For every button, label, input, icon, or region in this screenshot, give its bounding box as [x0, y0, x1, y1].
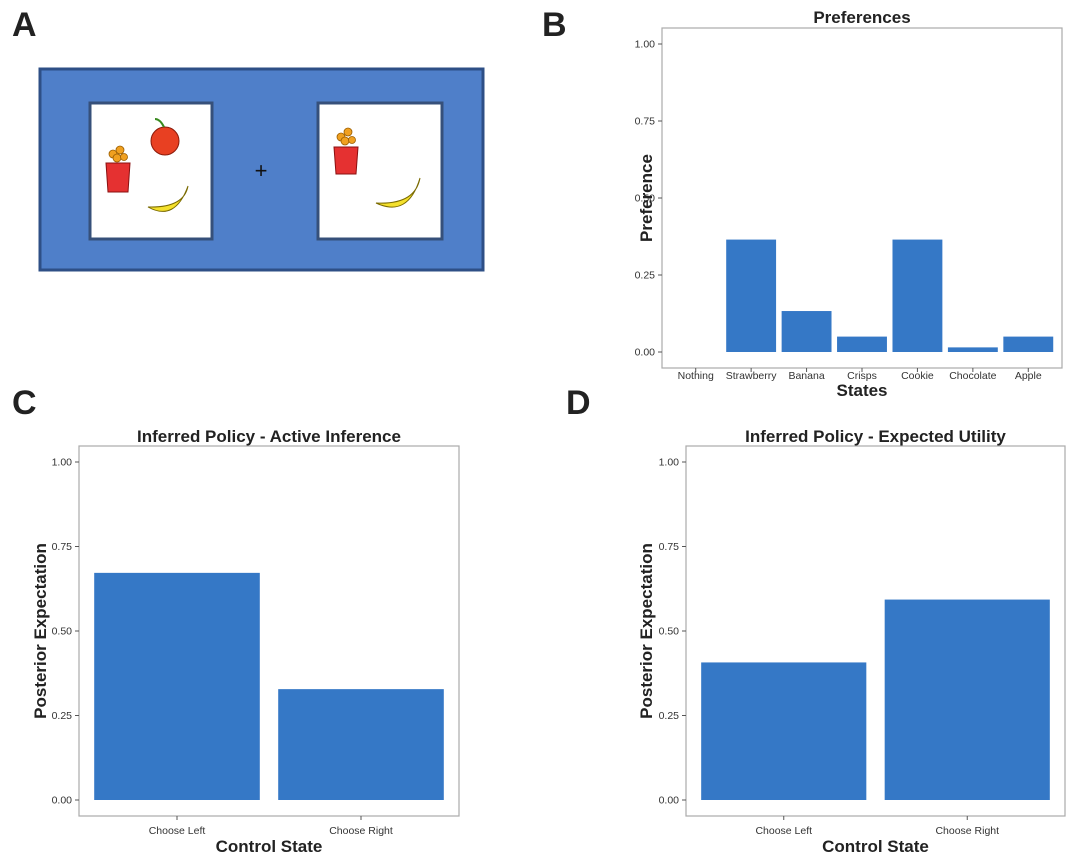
y-tick-label: 1.00 [635, 39, 656, 51]
bar-cookie [892, 239, 943, 352]
y-tick-label: 1.00 [659, 457, 680, 469]
bar-choose-left [94, 572, 260, 800]
y-tick-label: 1.00 [52, 457, 73, 469]
bar-choose-right [278, 689, 444, 800]
bar-chocolate [947, 347, 998, 352]
y-tick-label: 0.75 [52, 541, 73, 553]
y-tick-label: 0.50 [52, 626, 73, 638]
chart-title: Inferred Policy - Expected Utility [745, 427, 1006, 446]
bar-choose-left [701, 662, 867, 800]
panel-label-a: A [12, 6, 37, 44]
y-axis-title: Posterior Expectation [31, 543, 50, 719]
y-tick-label: 0.25 [635, 270, 656, 282]
x-axis-title: Control State [822, 837, 929, 854]
y-axis-title: Posterior Expectation [637, 543, 656, 719]
chart-title: Inferred Policy - Active Inference [137, 427, 401, 446]
x-tick-label: Choose Left [149, 825, 206, 837]
x-tick-label: Choose Left [755, 825, 812, 837]
y-axis-title: Preference [637, 154, 656, 242]
y-tick-label: 0.25 [52, 710, 73, 722]
expected_utility-plot: Inferred Policy - Expected Utility 0.00 0.… [637, 427, 1066, 854]
panel-label-c: C [12, 384, 37, 422]
y-tick-label: 0.50 [659, 626, 680, 638]
bar-choose-right [884, 599, 1050, 800]
preferences-plot: Preferences 0.00 0.25 0.50 0.75 1.00 Nothing St… [635, 8, 1063, 400]
bar-crisps [837, 336, 887, 352]
bar-apple [1003, 336, 1054, 352]
x-tick-label: Apple [1015, 370, 1042, 382]
panel-label-d: D [566, 384, 591, 422]
x-tick-label: Nothing [678, 370, 714, 382]
x-tick-label: Strawberry [726, 370, 778, 382]
y-tick-label: 0.00 [659, 795, 680, 807]
y-tick-label: 0.00 [52, 795, 73, 807]
panel-label-b: B [542, 6, 567, 44]
x-tick-label: Chocolate [949, 370, 996, 382]
x-axis-title: Control State [216, 837, 323, 854]
active_inference-plot: Inferred Policy - Active Inference 0.00 0.… [31, 427, 460, 854]
y-tick-label: 0.75 [635, 116, 656, 128]
x-tick-label: Choose Right [935, 825, 999, 837]
chart-title: Preferences [813, 8, 910, 27]
bar-strawberry [726, 239, 777, 352]
x-tick-label: Cookie [901, 370, 934, 382]
y-tick-label: 0.50 [635, 193, 656, 205]
x-tick-label: Choose Right [329, 825, 393, 837]
x-tick-label: Banana [788, 370, 824, 382]
y-tick-label: 0.75 [659, 541, 680, 553]
bar-banana [781, 311, 832, 352]
y-tick-label: 0.25 [659, 710, 680, 722]
x-tick-label: Crisps [847, 370, 877, 382]
y-tick-label: 0.00 [635, 347, 656, 359]
x-axis-title: States [836, 381, 887, 400]
